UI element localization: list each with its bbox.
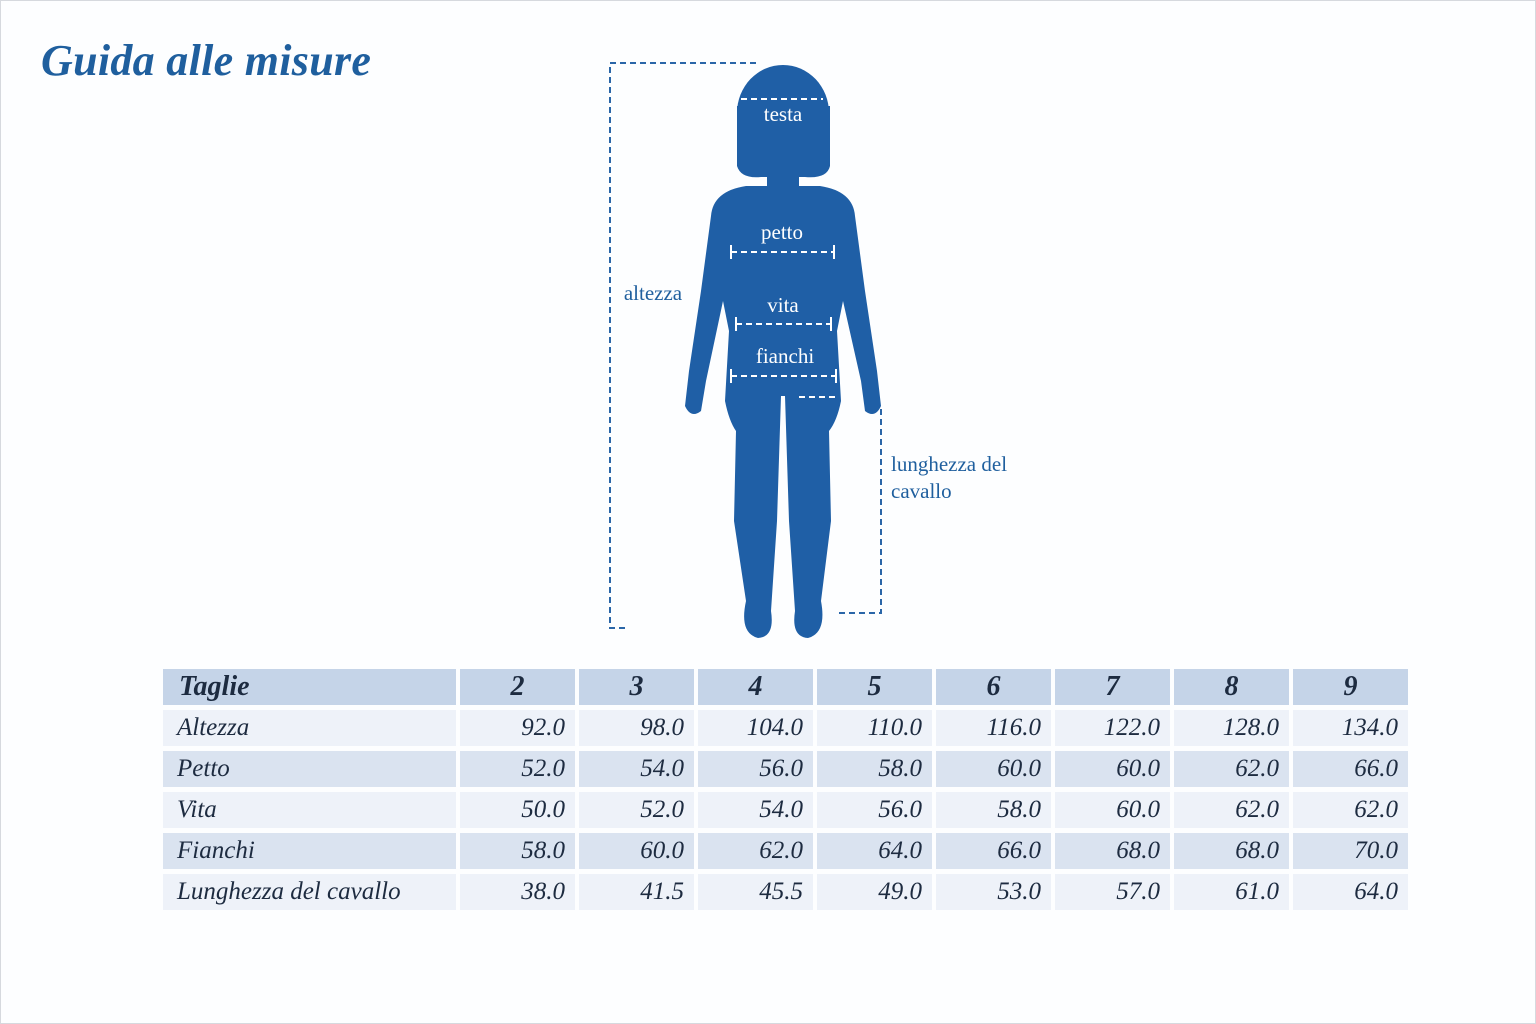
measure-cell: 54.0 bbox=[698, 792, 813, 828]
measure-cell: 61.0 bbox=[1174, 874, 1289, 910]
measure-cell: 56.0 bbox=[817, 792, 932, 828]
measure-cell: 62.0 bbox=[1174, 792, 1289, 828]
row-label: Lunghezza del cavallo bbox=[163, 874, 456, 910]
measure-cell: 58.0 bbox=[460, 833, 575, 869]
size-header: 3 bbox=[579, 669, 694, 705]
label-chest: petto bbox=[761, 220, 803, 244]
table-row: Petto 52.0 54.0 56.0 58.0 60.0 60.0 62.0 66.0 bbox=[163, 751, 1408, 787]
table-row: Lunghezza del cavallo 38.0 41.5 45.5 49.0 53.… bbox=[163, 874, 1408, 910]
body-figure: testa petto vita fianchi altezza bbox=[609, 62, 882, 638]
measure-cell: 122.0 bbox=[1055, 710, 1170, 746]
measure-cell: 60.0 bbox=[936, 751, 1051, 787]
size-header: 8 bbox=[1174, 669, 1289, 705]
size-header: 7 bbox=[1055, 669, 1170, 705]
silhouette bbox=[685, 65, 881, 638]
measure-cell: 64.0 bbox=[817, 833, 932, 869]
measure-cell: 134.0 bbox=[1293, 710, 1408, 746]
measure-cell: 54.0 bbox=[579, 751, 694, 787]
size-header: 5 bbox=[817, 669, 932, 705]
measure-cell: 49.0 bbox=[817, 874, 932, 910]
measure-cell: 128.0 bbox=[1174, 710, 1289, 746]
table-body: Altezza 92.0 98.0 104.0 110.0 116.0 122.0 128.0… bbox=[163, 710, 1408, 910]
size-header: 2 bbox=[460, 669, 575, 705]
label-height: altezza bbox=[624, 281, 683, 305]
size-table: Taglie 2 3 4 5 6 7 8 9 Altezza 92.0 98.0 104.0 110.0… bbox=[159, 664, 1412, 915]
measure-cell: 68.0 bbox=[1174, 833, 1289, 869]
measure-cell: 104.0 bbox=[698, 710, 813, 746]
measure-cell: 57.0 bbox=[1055, 874, 1170, 910]
measure-cell: 52.0 bbox=[579, 792, 694, 828]
outer-measure-lines bbox=[609, 62, 882, 629]
measure-end-ticks bbox=[730, 245, 837, 383]
label-inseam: lunghezza del cavallo bbox=[891, 452, 1008, 503]
page-title: Guida alle misure bbox=[41, 36, 372, 85]
size-header: 4 bbox=[698, 669, 813, 705]
measure-cell: 60.0 bbox=[1055, 792, 1170, 828]
label-waist: vita bbox=[767, 293, 799, 317]
row-label: Fianchi bbox=[163, 833, 456, 869]
size-header: 9 bbox=[1293, 669, 1408, 705]
measure-cell: 53.0 bbox=[936, 874, 1051, 910]
measure-cell: 70.0 bbox=[1293, 833, 1408, 869]
measure-cell: 92.0 bbox=[460, 710, 575, 746]
measure-cell: 68.0 bbox=[1055, 833, 1170, 869]
table-header: Taglie 2 3 4 5 6 7 8 9 bbox=[163, 669, 1408, 705]
measure-cell: 98.0 bbox=[579, 710, 694, 746]
label-head: testa bbox=[764, 102, 803, 126]
measure-cell: 60.0 bbox=[579, 833, 694, 869]
measure-cell: 110.0 bbox=[817, 710, 932, 746]
measure-cell: 38.0 bbox=[460, 874, 575, 910]
measure-cell: 56.0 bbox=[698, 751, 813, 787]
size-header: 6 bbox=[936, 669, 1051, 705]
measure-cell: 58.0 bbox=[817, 751, 932, 787]
measure-cell: 66.0 bbox=[936, 833, 1051, 869]
measure-cell: 62.0 bbox=[1174, 751, 1289, 787]
table-row: Altezza 92.0 98.0 104.0 110.0 116.0 122.0 128.0… bbox=[163, 710, 1408, 746]
measure-cell: 116.0 bbox=[936, 710, 1051, 746]
measure-cell: 62.0 bbox=[698, 833, 813, 869]
label-hips: fianchi bbox=[756, 344, 814, 368]
measure-cell: 50.0 bbox=[460, 792, 575, 828]
inner-measure-lines bbox=[731, 98, 836, 398]
measure-cell: 66.0 bbox=[1293, 751, 1408, 787]
measure-cell: 45.5 bbox=[698, 874, 813, 910]
measure-cell: 58.0 bbox=[936, 792, 1051, 828]
measure-cell: 52.0 bbox=[460, 751, 575, 787]
table-row: Fianchi 58.0 60.0 62.0 64.0 66.0 68.0 68.0 70.0 bbox=[163, 833, 1408, 869]
measure-cell: 62.0 bbox=[1293, 792, 1408, 828]
row-label: Petto bbox=[163, 751, 456, 787]
row-label: Vita bbox=[163, 792, 456, 828]
table-row: Vita 50.0 52.0 54.0 56.0 58.0 60.0 62.0 62.0 bbox=[163, 792, 1408, 828]
measure-cell: 64.0 bbox=[1293, 874, 1408, 910]
measure-cell: 60.0 bbox=[1055, 751, 1170, 787]
header-label: Taglie bbox=[163, 669, 456, 705]
row-label: Altezza bbox=[163, 710, 456, 746]
measure-cell: 41.5 bbox=[579, 874, 694, 910]
